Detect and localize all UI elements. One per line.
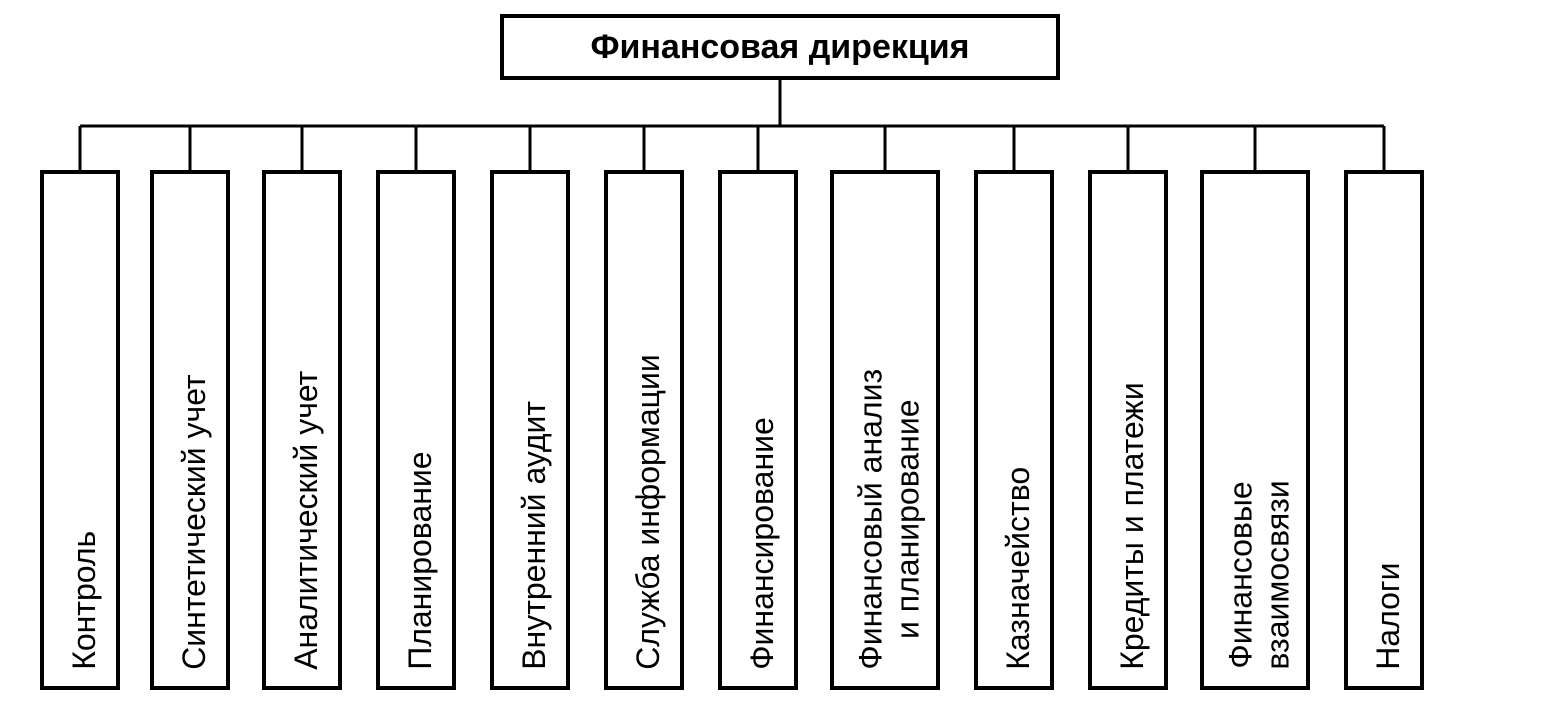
child-label: Финансовый анализ и планирование <box>852 369 926 670</box>
child-node: Аналитический учет <box>262 170 342 690</box>
child-node: Синтетический учет <box>150 170 230 690</box>
child-label: Синтетический учет <box>176 375 213 670</box>
child-label: Финансовые взаимосвязи <box>1222 481 1296 670</box>
child-node: Финансовый анализ и планирование <box>830 170 940 690</box>
child-label: Кредиты и платежи <box>1114 383 1151 671</box>
child-label: Казначейство <box>1000 467 1037 670</box>
child-label: Аналитический учет <box>288 371 325 670</box>
child-label: Внутренний аудит <box>516 401 553 670</box>
child-node: Контроль <box>40 170 120 690</box>
root-label: Финансовая дирекция <box>590 28 969 67</box>
child-label: Служба информации <box>630 354 667 670</box>
child-label: Налоги <box>1370 563 1407 670</box>
child-label: Контроль <box>66 531 103 670</box>
root-node: Финансовая дирекция <box>500 14 1060 80</box>
child-node: Финансирование <box>718 170 798 690</box>
org-chart: Финансовая дирекция Контроль Синтетически… <box>0 0 1563 714</box>
child-node: Налоги <box>1344 170 1424 690</box>
child-node: Казначейство <box>974 170 1054 690</box>
child-node: Кредиты и платежи <box>1088 170 1168 690</box>
child-node: Финансовые взаимосвязи <box>1200 170 1310 690</box>
child-node: Внутренний аудит <box>490 170 570 690</box>
child-label: Планирование <box>402 452 439 670</box>
child-label: Финансирование <box>744 417 781 670</box>
child-node: Планирование <box>376 170 456 690</box>
child-node: Служба информации <box>604 170 684 690</box>
